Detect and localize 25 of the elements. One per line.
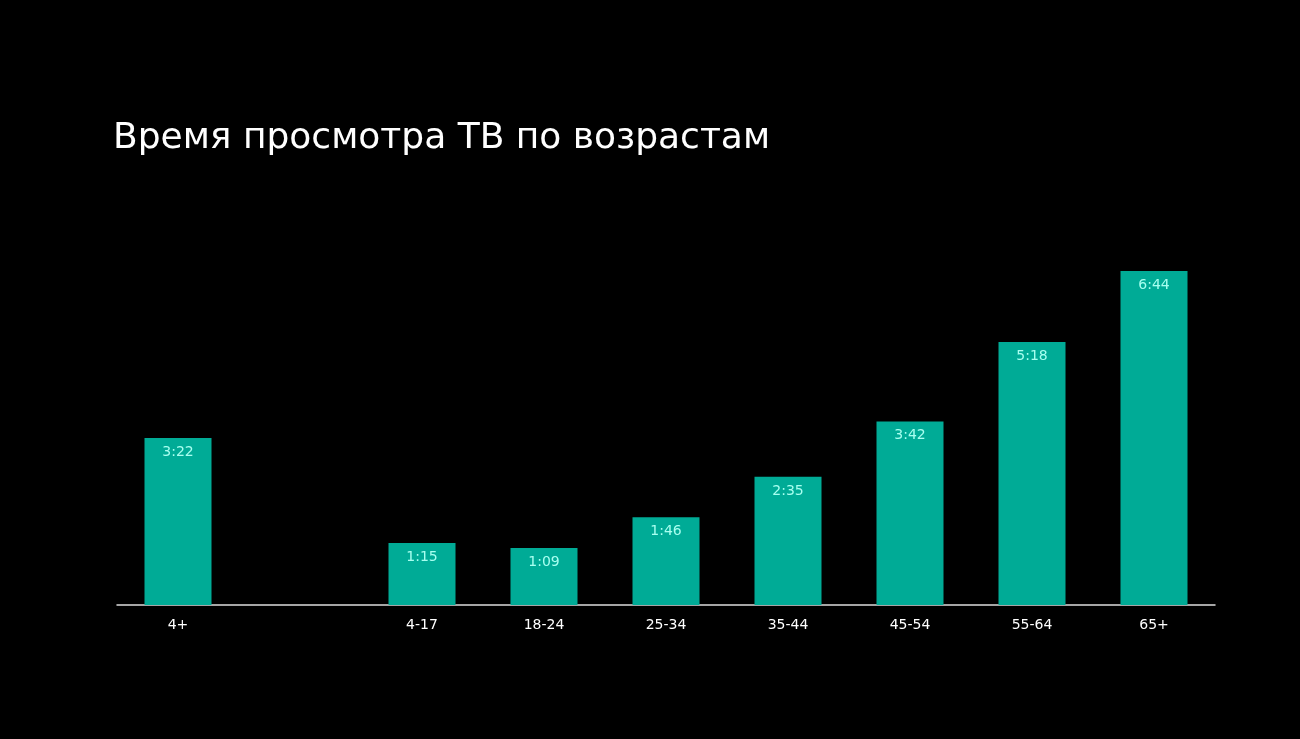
x-tick-label: 45-54 [889,616,931,632]
x-tick-label: 65+ [1139,616,1169,632]
bar [754,476,822,605]
data-label: 6:44 [1138,276,1170,292]
x-tick-label: 4-17 [406,616,438,632]
data-label: 1:09 [528,552,560,569]
chart-title: Время просмотра ТВ по возрастам [113,114,771,156]
x-tick-label: 55-64 [1011,616,1053,632]
data-label: 5:18 [1016,347,1048,364]
data-label: 2:35 [772,481,804,498]
bar [144,438,212,605]
x-tick-label: 18-24 [523,616,565,632]
bar [510,547,578,605]
data-label: 1:15 [406,547,438,564]
data-label: 3:42 [894,426,926,443]
x-tick-label: 25-34 [645,616,687,632]
bar [388,543,456,605]
data-label: 1:46 [650,522,682,539]
bar [1120,271,1188,605]
x-tick-label: 35-44 [767,616,809,632]
data-label: 3:22 [162,443,194,459]
bar [876,421,944,605]
x-tick-label: 4+ [167,616,189,632]
bar [998,342,1066,605]
bar [632,517,700,605]
